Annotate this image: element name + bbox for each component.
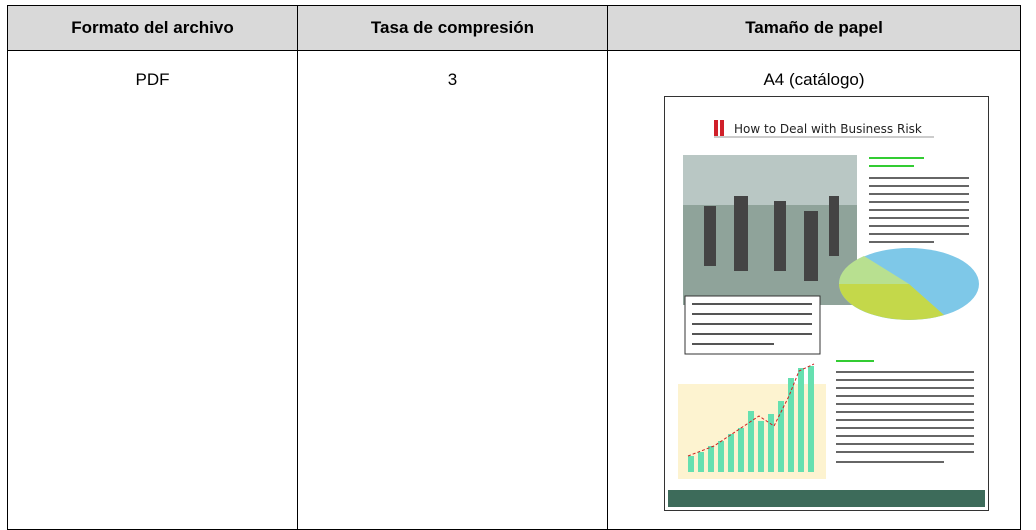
title-mark [720,120,724,136]
header-text: Formato del archivo [71,18,234,37]
header-cell: Tamaño de papel [607,5,1021,51]
header-cell: Formato del archivo [7,5,298,51]
photo [683,155,857,205]
photo-people [704,196,839,281]
pie-chart [839,284,944,320]
header-cell: Tasa de compresión [297,5,608,51]
thumb-title: How to Deal with Business Risk [734,122,922,136]
text-block [836,360,974,463]
page: Formato del archivo Tasa de compresión T… [7,5,1021,530]
header-text: Tamaño de papel [745,18,883,37]
text-block [869,157,969,243]
cell-text: 3 [447,70,458,89]
catalog-thumbnail: How to Deal with Business Risk [664,96,989,511]
title-mark [714,120,718,136]
cell-text: PDF [135,70,170,89]
body-cell [7,50,298,530]
bar-chart-bars [688,366,814,472]
body-cell [297,50,608,530]
callout-text [692,303,812,345]
pie-chart [838,256,909,284]
cell-text: A4 (catálogo) [763,70,865,89]
bar-chart-line [687,363,815,457]
footer-bar [668,490,985,507]
header-text: Tasa de compresión [370,18,535,37]
